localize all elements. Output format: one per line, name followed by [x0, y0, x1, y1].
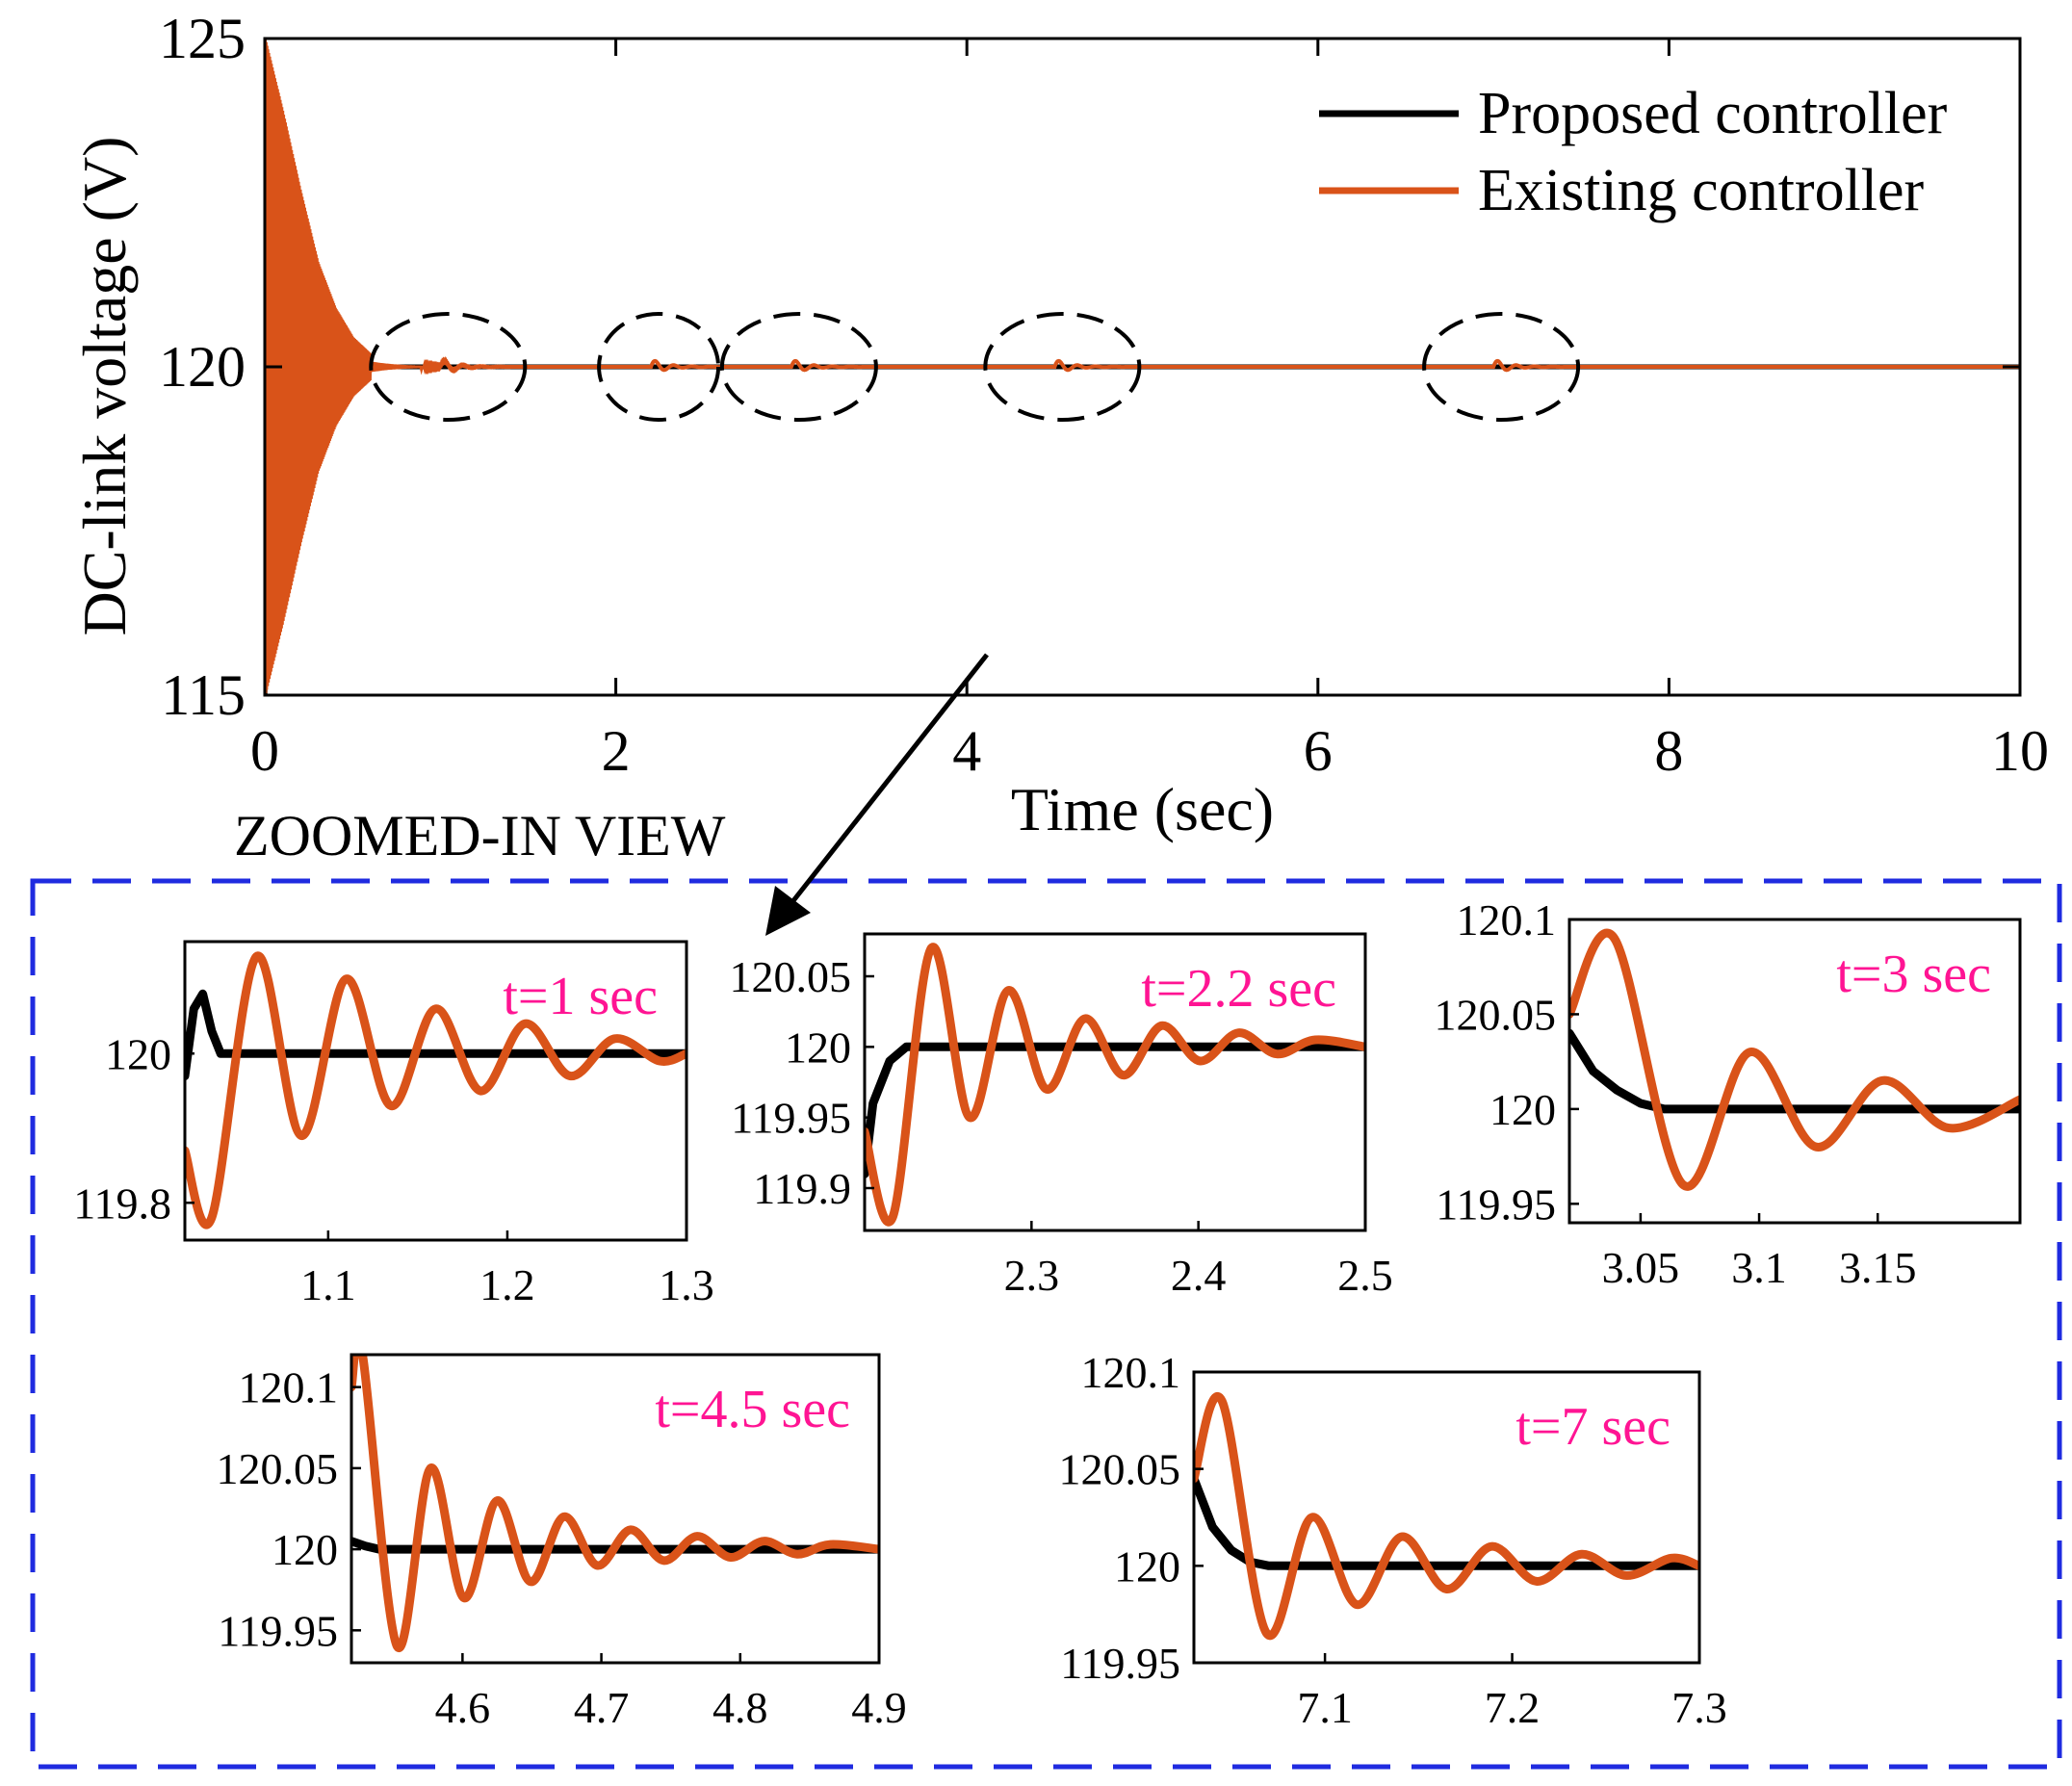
zoom-x-tick-label: 4.9: [851, 1683, 907, 1732]
series-proposed-line: [265, 347, 2020, 695]
zoom-x-tick-label: 4.6: [435, 1683, 491, 1732]
zoom-arrow-shaft: [783, 653, 989, 914]
main-x-tick-label: 8: [1654, 719, 1683, 783]
zoom-y-tick-label: 120.05: [730, 952, 852, 1001]
zoom-x-tick-label: 1.2: [479, 1260, 535, 1309]
legend-label: Existing controller: [1478, 158, 1925, 223]
zoom-x-tick-label: 7.2: [1485, 1683, 1541, 1732]
main-x-tick-label: 4: [952, 719, 981, 783]
zoom-y-tick-label: 120: [785, 1022, 851, 1072]
zoom-axes-box: [350, 1353, 881, 1665]
zoom-x-tick-label: 7.3: [1671, 1683, 1727, 1732]
disturbance-ellipse: [597, 312, 721, 422]
zoom-x-tick-label: 1.1: [300, 1260, 356, 1309]
zoom-series-existing-line: [185, 951, 686, 1229]
main-y-tick-label: 115: [161, 663, 246, 727]
zoom-panel-4: 4.6 4.7 4.8 4.9 119.95 120 120.05 120.1 t=4.5 se…: [217, 1353, 907, 1732]
zoom-panel-3: 3.05 3.1 3.15 119.95 120 120.05 120.1 t=3 sec: [1435, 895, 2022, 1292]
main-x-axis-label: Time (sec): [1011, 775, 1274, 843]
zoom-plot-area: [865, 943, 1365, 1227]
zoom-y-tick-label: 120.1: [1457, 895, 1557, 945]
zoom-plot-area: [1569, 928, 2020, 1191]
zoom-y-tick-label: 119.95: [218, 1606, 338, 1655]
main-x-tick-label: 2: [602, 719, 631, 783]
zoom-x-tick-label: 3.1: [1731, 1243, 1787, 1292]
disturbance-ellipse: [369, 312, 528, 422]
main-x-tick-label: 0: [250, 719, 279, 783]
zoom-series-proposed-line: [865, 1042, 1365, 1178]
zoom-panels: 1.1 1.2 1.3 119.8 120 t=1 sec 2.3 2.4 2.5 119.9 11…: [73, 895, 2022, 1732]
zoom-y-tick-label: 119.8: [73, 1178, 171, 1228]
zoom-y-tick-label: 120.05: [217, 1444, 339, 1493]
zoom-x-tick-label: 1.3: [659, 1260, 714, 1309]
legend-label: Proposed controller: [1478, 81, 1948, 146]
main-y-tick-label: 125: [159, 7, 246, 70]
zoom-axes-box: [863, 932, 1367, 1232]
series-existing-line: [265, 39, 2020, 694]
zoom-x-tick-label: 2.5: [1337, 1251, 1393, 1300]
main-legend: Proposed controller Existing controller: [1319, 81, 1948, 223]
zoom-x-tick-label: 4.8: [712, 1683, 768, 1732]
zoom-annotation: t=2.2 sec: [1141, 959, 1336, 1019]
main-x-tick-label: 10: [1991, 719, 2049, 783]
zoom-y-tick-label: 120.05: [1435, 990, 1557, 1039]
zoom-arrow-head: [765, 886, 811, 936]
zoom-y-tick-label: 119.9: [753, 1164, 851, 1213]
zoom-panel-1: 1.1 1.2 1.3 119.8 120 t=1 sec: [73, 940, 714, 1309]
zoom-x-tick-label: 4.7: [574, 1683, 630, 1732]
zoom-y-tick-label: 119.95: [1060, 1639, 1180, 1688]
zoom-section: ZOOMED-IN VIEW: [30, 653, 2062, 1770]
zoom-y-tick-label: 120.1: [239, 1363, 339, 1412]
zoom-plot-area: [1194, 1392, 1699, 1641]
zoom-x-tick-label: 3.15: [1839, 1243, 1917, 1292]
zoom-x-tick-label: 7.1: [1297, 1683, 1353, 1732]
zoom-y-tick-label: 120.05: [1059, 1445, 1181, 1494]
zoom-axes-box: [183, 940, 688, 1242]
zoom-panel-2: 2.3 2.4 2.5 119.9 119.95 120 120.05 t=2.2 sec: [730, 932, 1393, 1300]
zoom-series-existing-line: [1569, 928, 2020, 1191]
zoom-title: ZOOMED-IN VIEW: [234, 804, 726, 867]
zoom-annotation: t=3 sec: [1836, 945, 1991, 1004]
main-y-axis-label: DC-link voltage (V): [70, 137, 139, 636]
zoom-series-existing-line: [865, 943, 1365, 1227]
zoom-annotation: t=1 sec: [503, 967, 658, 1026]
zoom-x-tick-label: 2.4: [1171, 1251, 1227, 1300]
main-x-tick-label: 6: [1304, 719, 1333, 783]
zoom-axes-box: [1192, 1370, 1701, 1665]
zoom-axes-box: [1567, 918, 2022, 1225]
zoom-y-tick-label: 120: [1114, 1541, 1180, 1591]
zoom-y-tick-label: 119.95: [1436, 1179, 1556, 1229]
disturbance-ellipse: [1422, 312, 1581, 422]
zoom-series-existing-line: [1194, 1392, 1699, 1641]
zoom-series-proposed-line: [1569, 1028, 2020, 1114]
zoom-y-tick-label: 119.95: [731, 1094, 851, 1143]
zoom-y-tick-label: 120: [105, 1029, 171, 1078]
zoom-panel-5: 7.1 7.2 7.3 119.95 120 120.05 120.1 t=7 sec: [1059, 1348, 1727, 1732]
main-y-tick-label: 120: [159, 335, 246, 399]
main-chart: 0 2 4 6 8 10 115 120 125 Time (sec) DC-link voltag…: [70, 7, 2049, 843]
zoom-y-tick-label: 120: [1489, 1085, 1556, 1134]
zoom-annotation: t=7 sec: [1515, 1397, 1671, 1457]
disturbance-ellipse: [719, 312, 878, 422]
zoom-plot-area: [351, 1355, 879, 1652]
zoom-y-tick-label: 120.1: [1081, 1348, 1181, 1397]
zoom-plot-area: [185, 951, 686, 1229]
disturbance-ellipse: [983, 312, 1142, 422]
zoom-annotation: t=4.5 sec: [655, 1380, 850, 1439]
zoom-series-proposed-line: [1194, 1474, 1699, 1570]
zoom-x-tick-label: 2.3: [1004, 1251, 1060, 1300]
zoom-y-tick-label: 120: [272, 1525, 338, 1574]
zoom-x-tick-label: 3.05: [1602, 1243, 1680, 1292]
zoom-series-existing-line: [351, 1355, 879, 1652]
zoom-box: [30, 878, 2062, 1770]
